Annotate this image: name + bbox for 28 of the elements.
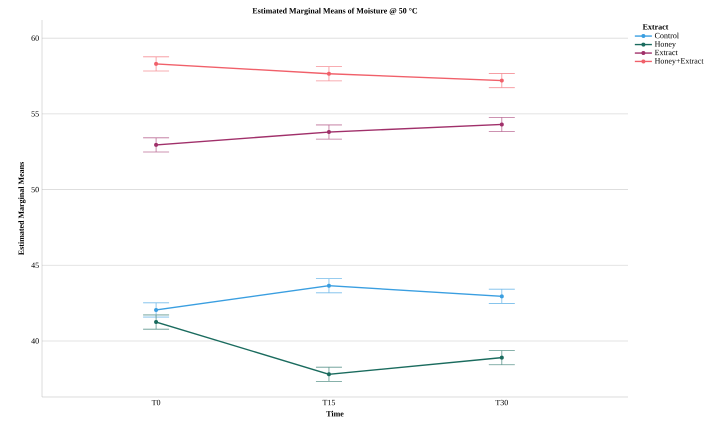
point bbox=[326, 72, 331, 76]
x-tick-label: T30 bbox=[496, 400, 508, 406]
y-tick-label: 45 bbox=[31, 262, 39, 268]
legend-label: Control bbox=[654, 32, 679, 38]
point bbox=[500, 78, 504, 83]
point bbox=[154, 308, 158, 312]
point bbox=[326, 284, 331, 288]
legend-label: Extract bbox=[654, 50, 678, 56]
chart-title: Estimated Marginal Means of Moisture @ 50 °C bbox=[252, 8, 418, 16]
point bbox=[500, 294, 504, 298]
y-tick-label: 60 bbox=[31, 35, 39, 41]
x-axis-title: Time bbox=[326, 410, 344, 416]
x-tick-label: T0 bbox=[152, 400, 160, 406]
legend-label: Honey+Extract bbox=[654, 58, 704, 66]
point bbox=[154, 62, 158, 66]
y-tick-label: 55 bbox=[32, 111, 39, 117]
point bbox=[154, 142, 158, 147]
point bbox=[326, 130, 331, 134]
legend-label: Honey bbox=[654, 41, 676, 48]
point bbox=[154, 320, 158, 324]
point bbox=[500, 122, 504, 126]
legend-title: Extract bbox=[642, 24, 668, 30]
point bbox=[326, 372, 331, 376]
y-tick-label: 40 bbox=[31, 338, 39, 344]
point bbox=[500, 356, 504, 360]
x-tick-label: T15 bbox=[322, 400, 336, 406]
y-tick-label: 50 bbox=[32, 186, 39, 192]
y-axis-title: Estimated Marginal Means bbox=[18, 162, 26, 256]
